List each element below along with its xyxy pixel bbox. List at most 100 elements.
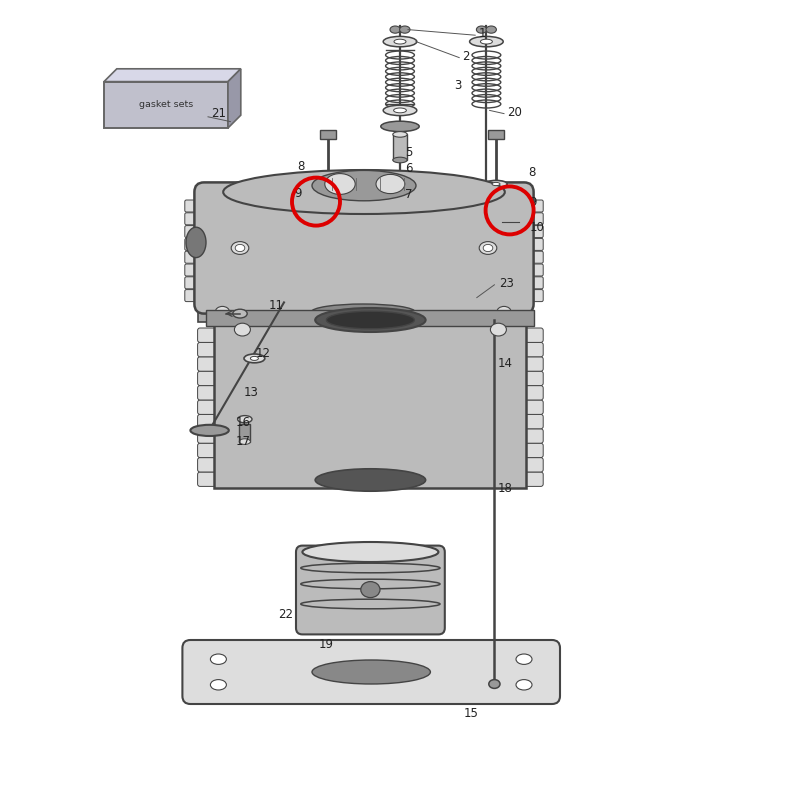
Text: 3: 3 (454, 79, 462, 92)
FancyBboxPatch shape (194, 182, 534, 314)
FancyBboxPatch shape (182, 640, 560, 704)
FancyBboxPatch shape (185, 251, 543, 263)
Ellipse shape (215, 306, 230, 318)
FancyBboxPatch shape (296, 546, 445, 634)
Ellipse shape (486, 26, 496, 34)
Bar (488, 130, 504, 139)
Ellipse shape (223, 170, 505, 214)
Text: 14: 14 (498, 357, 513, 370)
Ellipse shape (394, 108, 406, 113)
Text: 9: 9 (530, 196, 537, 209)
Bar (320, 130, 336, 139)
Ellipse shape (390, 26, 401, 34)
Ellipse shape (326, 311, 414, 329)
Ellipse shape (315, 469, 426, 491)
FancyBboxPatch shape (198, 414, 543, 429)
Ellipse shape (489, 680, 500, 688)
Ellipse shape (250, 357, 258, 360)
Ellipse shape (477, 26, 486, 34)
FancyBboxPatch shape (185, 290, 543, 302)
Bar (206, 310, 534, 326)
Ellipse shape (490, 323, 506, 336)
Ellipse shape (210, 654, 226, 664)
Ellipse shape (325, 174, 355, 194)
Text: 21: 21 (211, 107, 226, 120)
FancyBboxPatch shape (198, 328, 543, 342)
FancyBboxPatch shape (198, 458, 543, 472)
Bar (214, 320, 526, 488)
Ellipse shape (312, 660, 430, 684)
Ellipse shape (502, 218, 519, 226)
Ellipse shape (311, 304, 415, 320)
Ellipse shape (190, 425, 229, 436)
Polygon shape (104, 69, 241, 82)
FancyBboxPatch shape (198, 357, 543, 371)
Ellipse shape (393, 157, 407, 162)
Text: 20: 20 (507, 106, 522, 118)
FancyBboxPatch shape (198, 386, 543, 400)
Ellipse shape (479, 242, 497, 254)
Text: 23: 23 (499, 277, 514, 290)
FancyBboxPatch shape (185, 213, 543, 225)
Text: 13: 13 (244, 386, 259, 398)
Text: 22: 22 (278, 608, 294, 621)
Ellipse shape (361, 582, 380, 598)
Text: gasket sets: gasket sets (139, 100, 193, 110)
FancyBboxPatch shape (185, 277, 543, 289)
Text: 1: 1 (478, 27, 486, 40)
FancyBboxPatch shape (185, 238, 543, 250)
Ellipse shape (244, 354, 265, 362)
Text: 16: 16 (235, 416, 250, 429)
FancyBboxPatch shape (198, 400, 543, 414)
FancyBboxPatch shape (198, 429, 543, 443)
FancyBboxPatch shape (185, 264, 543, 276)
Ellipse shape (238, 416, 252, 423)
FancyBboxPatch shape (185, 200, 543, 212)
Text: 6: 6 (405, 162, 412, 174)
Ellipse shape (315, 308, 426, 332)
Bar (198, 302, 528, 322)
Ellipse shape (383, 105, 417, 115)
Bar (393, 134, 407, 160)
Ellipse shape (186, 227, 206, 258)
Ellipse shape (516, 654, 532, 664)
Text: 5: 5 (405, 146, 412, 158)
FancyBboxPatch shape (198, 342, 543, 357)
Text: 7: 7 (405, 188, 412, 201)
Text: 18: 18 (498, 482, 513, 494)
Bar (104, 82, 228, 128)
Text: 12: 12 (256, 347, 271, 360)
Ellipse shape (210, 679, 226, 690)
Ellipse shape (470, 36, 503, 47)
Text: 11: 11 (269, 299, 284, 312)
Ellipse shape (400, 26, 410, 34)
Text: 15: 15 (464, 707, 479, 720)
Ellipse shape (312, 170, 416, 201)
Bar (239, 424, 250, 442)
Ellipse shape (235, 245, 245, 251)
Ellipse shape (302, 542, 438, 562)
Ellipse shape (480, 39, 492, 44)
Ellipse shape (376, 174, 405, 194)
Ellipse shape (485, 180, 507, 188)
Ellipse shape (234, 323, 250, 336)
Ellipse shape (231, 242, 249, 254)
Ellipse shape (383, 36, 417, 47)
Text: 2: 2 (462, 50, 470, 62)
Ellipse shape (393, 131, 407, 137)
FancyBboxPatch shape (198, 443, 543, 458)
Polygon shape (228, 69, 241, 128)
Ellipse shape (324, 182, 332, 186)
Text: 19: 19 (318, 638, 334, 650)
Text: 17: 17 (235, 435, 250, 448)
Ellipse shape (516, 679, 532, 690)
Text: 10: 10 (530, 221, 545, 234)
Ellipse shape (233, 310, 247, 318)
Ellipse shape (492, 182, 500, 186)
Ellipse shape (394, 39, 406, 44)
Ellipse shape (381, 121, 419, 131)
Text: 8: 8 (528, 166, 535, 178)
Ellipse shape (483, 245, 493, 251)
Ellipse shape (497, 306, 511, 318)
Ellipse shape (317, 180, 339, 188)
